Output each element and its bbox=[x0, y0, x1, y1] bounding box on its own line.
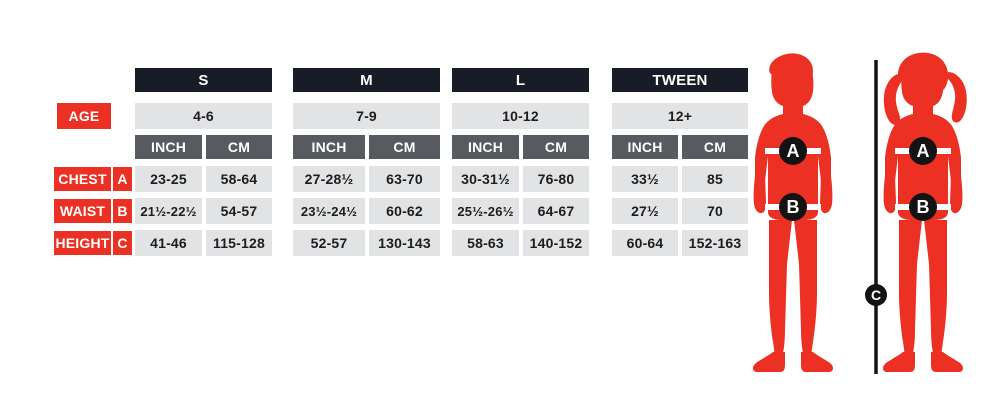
girl-waist-marker-b: B bbox=[909, 193, 937, 221]
cell-chest-inch-l: 30-31½ bbox=[452, 166, 519, 192]
cell-chest-inch-s: 23-25 bbox=[135, 166, 202, 192]
boy-waist-marker-label: B bbox=[787, 197, 800, 217]
cell-height-cm-tween: 152-163 bbox=[682, 230, 748, 256]
cell-waist-cm-s: 54-57 bbox=[206, 198, 272, 224]
cell-waist-cm-tween: 70 bbox=[682, 198, 748, 224]
age-value-s: 4-6 bbox=[135, 103, 272, 129]
cell-chest-cm-s: 58-64 bbox=[206, 166, 272, 192]
age-value-l: 10-12 bbox=[452, 103, 589, 129]
unit-header-cm-m: CM bbox=[369, 135, 440, 159]
girl-silhouette bbox=[883, 52, 967, 372]
cell-chest-cm-tween: 85 bbox=[682, 166, 748, 192]
cell-height-cm-l: 140-152 bbox=[523, 230, 589, 256]
unit-header-cm-s: CM bbox=[206, 135, 272, 159]
unit-header-inch-tween: INCH bbox=[612, 135, 678, 159]
boy-waist-marker-b: B bbox=[779, 193, 807, 221]
cell-waist-inch-tween: 27½ bbox=[612, 198, 678, 224]
row-marker-a: A bbox=[113, 167, 132, 191]
age-value-tween: 12+ bbox=[612, 103, 748, 129]
cell-waist-inch-m: 23½-24½ bbox=[293, 198, 365, 224]
size-header-l: L bbox=[452, 68, 589, 92]
size-header-s: S bbox=[135, 68, 272, 92]
size-header-tween: TWEEN bbox=[612, 68, 748, 92]
cell-height-cm-s: 115-128 bbox=[206, 230, 272, 256]
row-marker-b: B bbox=[113, 199, 132, 223]
girl-waist-marker-label: B bbox=[917, 197, 930, 217]
cell-height-inch-tween: 60-64 bbox=[612, 230, 678, 256]
unit-header-cm-l: CM bbox=[523, 135, 589, 159]
row-label-waist: WAIST bbox=[54, 199, 111, 223]
row-label-height: HEIGHT bbox=[54, 231, 111, 255]
unit-header-inch-s: INCH bbox=[135, 135, 202, 159]
boy-silhouette bbox=[753, 53, 833, 372]
cell-waist-cm-l: 64-67 bbox=[523, 198, 589, 224]
cell-waist-inch-s: 21½-22½ bbox=[135, 198, 202, 224]
cell-waist-inch-l: 25½-26½ bbox=[452, 198, 519, 224]
cell-waist-cm-m: 60-62 bbox=[369, 198, 440, 224]
boy-chest-marker-a: A bbox=[779, 137, 807, 165]
cell-chest-cm-m: 63-70 bbox=[369, 166, 440, 192]
boy-chest-marker-label: A bbox=[787, 141, 800, 161]
unit-header-cm-tween: CM bbox=[682, 135, 748, 159]
cell-height-inch-l: 58-63 bbox=[452, 230, 519, 256]
size-table: S M L TWEEN AGE 4-6 7-9 10-12 12+ INCH C… bbox=[54, 68, 748, 256]
row-marker-c: C bbox=[113, 231, 132, 255]
size-header-m: M bbox=[293, 68, 440, 92]
unit-header-inch-m: INCH bbox=[293, 135, 365, 159]
cell-chest-inch-m: 27-28½ bbox=[293, 166, 365, 192]
cell-chest-cm-l: 76-80 bbox=[523, 166, 589, 192]
unit-header-inch-l: INCH bbox=[452, 135, 519, 159]
row-label-age: AGE bbox=[57, 103, 111, 129]
height-marker-label: C bbox=[871, 287, 881, 303]
measurement-diagram: A B A B C bbox=[752, 52, 1000, 382]
cell-height-inch-m: 52-57 bbox=[293, 230, 365, 256]
girl-chest-marker-label: A bbox=[917, 141, 930, 161]
row-label-chest: CHEST bbox=[54, 167, 111, 191]
cell-chest-inch-tween: 33½ bbox=[612, 166, 678, 192]
age-value-m: 7-9 bbox=[293, 103, 440, 129]
girl-chest-marker-a: A bbox=[909, 137, 937, 165]
cell-height-inch-s: 41-46 bbox=[135, 230, 202, 256]
cell-height-cm-m: 130-143 bbox=[369, 230, 440, 256]
height-marker-c: C bbox=[865, 284, 887, 306]
